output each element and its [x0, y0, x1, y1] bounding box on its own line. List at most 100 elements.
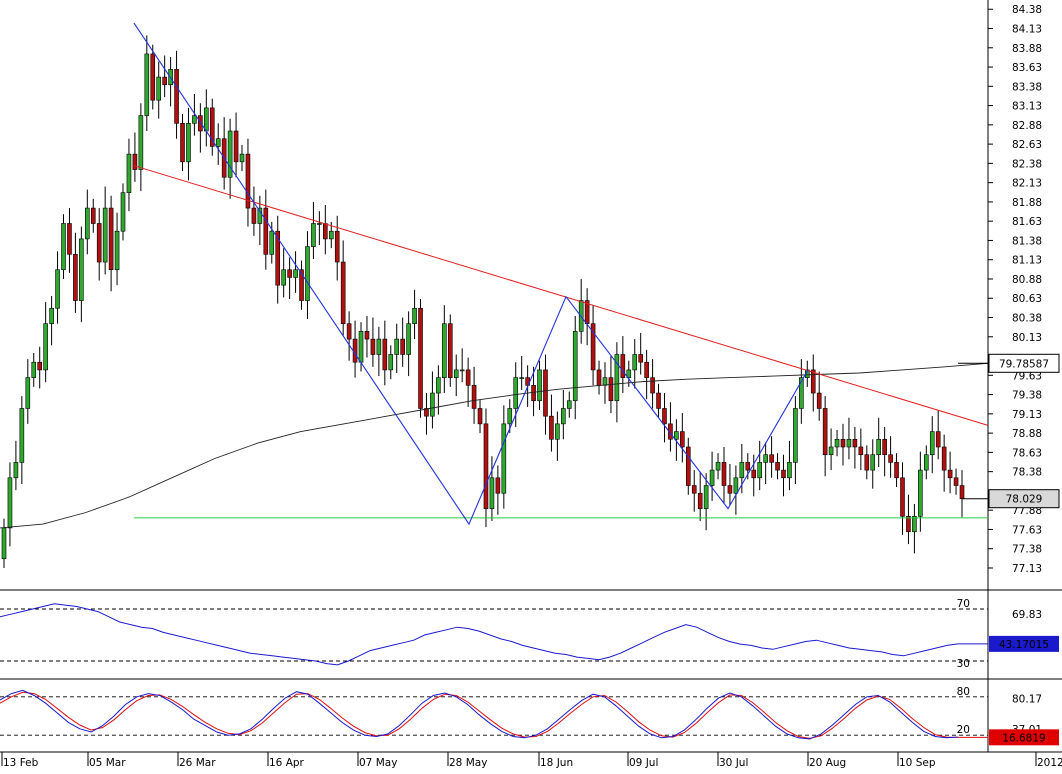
x-tick-label: 20 Aug — [809, 757, 846, 769]
candle-down — [340, 261, 346, 324]
candle-up — [929, 431, 935, 455]
candle-up — [453, 369, 459, 378]
candle-up — [13, 462, 19, 479]
y-tick-label: 78.88 — [1012, 428, 1042, 440]
y-tick-label: 82.38 — [1012, 158, 1042, 170]
candle-up — [31, 361, 37, 378]
y-tick-label: 77.63 — [1012, 524, 1042, 536]
y-tick-label: 81.38 — [1012, 235, 1042, 247]
candle-up — [870, 454, 876, 471]
candle-down — [549, 415, 554, 440]
candle-down — [180, 123, 185, 163]
rsi-level-label: 70 — [957, 598, 970, 610]
candle-down — [531, 385, 536, 402]
candle-down — [894, 462, 899, 479]
candle-down — [775, 462, 780, 471]
rsi-value-box — [989, 635, 1059, 652]
x-tick-label: 18 Jun — [540, 757, 573, 769]
candle-down — [721, 462, 727, 486]
x-tick-label: 07 May — [359, 757, 397, 769]
candle-up — [430, 392, 435, 417]
candle-down — [471, 385, 477, 409]
candle-up — [572, 331, 578, 402]
candle-up — [376, 338, 382, 355]
candle-down — [150, 53, 156, 101]
candle-down — [299, 269, 304, 301]
candle-down — [132, 153, 138, 170]
candle-down — [543, 369, 548, 417]
candle-up — [507, 408, 513, 425]
candle-up — [406, 323, 411, 355]
candle-up — [537, 369, 542, 402]
candle-down — [346, 323, 352, 340]
candle-up — [49, 307, 54, 324]
candle-up — [281, 269, 286, 286]
candle-down — [935, 431, 941, 448]
x-tick-label: 10 Sep — [899, 757, 936, 769]
candle-up — [61, 223, 66, 271]
candles-group — [1, 35, 965, 568]
candle-down — [37, 361, 43, 371]
candle-up — [144, 53, 150, 116]
candle-down — [209, 107, 215, 147]
stoch-d-line — [0, 691, 959, 739]
x-tick-label: 05 Mar — [89, 757, 126, 769]
candle-down — [483, 423, 489, 509]
candle-down — [251, 207, 257, 224]
candle-up — [566, 400, 572, 409]
stoch-level-label: 80 — [957, 686, 970, 698]
candle-down — [781, 469, 786, 479]
candle-up — [602, 377, 608, 386]
candle-up — [412, 307, 417, 324]
y-tick-label: 79.63 — [1012, 370, 1042, 382]
y-tick-label: 83.13 — [1012, 101, 1042, 113]
candle-up — [459, 369, 465, 372]
stoch-value-box — [989, 729, 1059, 746]
candle-up — [394, 338, 400, 355]
candle-down — [691, 485, 697, 494]
candle-up — [436, 377, 441, 394]
candle-up — [763, 454, 768, 463]
candle-up — [876, 438, 881, 455]
candle-up — [25, 377, 31, 409]
candle-up — [513, 377, 519, 409]
candle-up — [120, 192, 126, 232]
candle-down — [73, 254, 78, 301]
y-tick-label: 82.13 — [1012, 178, 1042, 190]
candle-up — [388, 354, 394, 371]
candle-up — [257, 207, 263, 224]
candle-up — [186, 123, 191, 163]
y-tick-label: 83.63 — [1012, 62, 1042, 74]
y-tick-label: 84.38 — [1012, 4, 1042, 16]
candle-down — [697, 492, 703, 509]
candle-down — [323, 223, 328, 240]
y-tick-label: 77.38 — [1012, 544, 1042, 556]
candle-down — [900, 477, 905, 517]
candle-down — [953, 477, 959, 486]
candle-down — [906, 516, 911, 533]
last-price-label: 78.029 — [1006, 494, 1043, 506]
candle-up — [614, 354, 620, 402]
candle-up — [192, 115, 197, 124]
candle-down — [959, 485, 965, 499]
candle-down — [447, 323, 453, 378]
y-tick-label: 81.63 — [1012, 216, 1042, 228]
candle-down — [590, 323, 596, 371]
candle-up — [215, 138, 221, 147]
candle-up — [19, 408, 25, 463]
candle-down — [852, 438, 858, 448]
candle-up — [846, 438, 852, 448]
candle-down — [382, 338, 388, 371]
candle-up — [1, 527, 7, 560]
candle-down — [650, 377, 655, 394]
rsi-axis-label: 69.83 — [1012, 609, 1042, 621]
candle-up — [632, 354, 638, 371]
y-tick-label: 81.13 — [1012, 255, 1042, 267]
x-tick-label: 2012 — [1037, 757, 1062, 769]
x-tick-label: 26 Mar — [179, 757, 216, 769]
candle-down — [864, 454, 870, 471]
x-tick-label: 13 Feb — [3, 757, 39, 769]
candle-up — [918, 469, 923, 517]
candle-up — [501, 423, 507, 494]
